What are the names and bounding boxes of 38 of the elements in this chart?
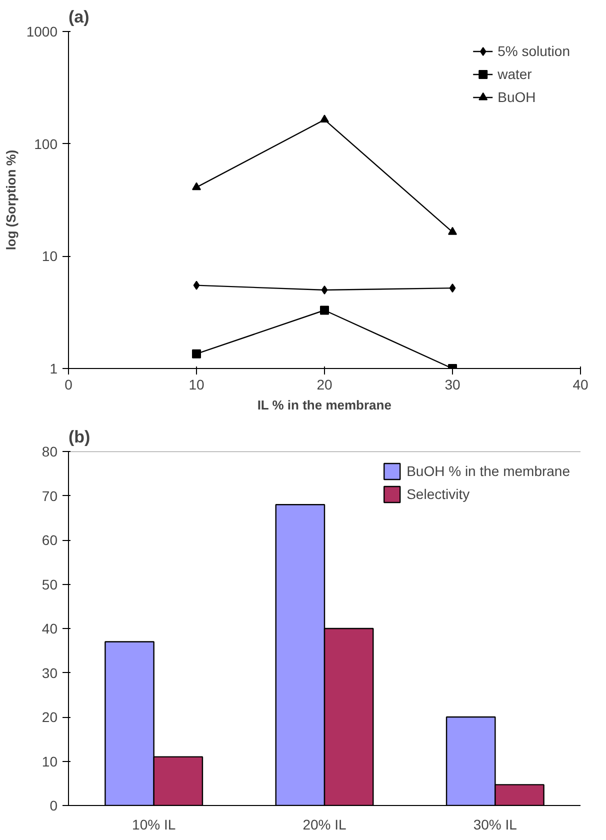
point	[320, 114, 329, 123]
y-tick-label: 40	[42, 620, 58, 636]
x-tick-label: 10% IL	[132, 816, 176, 832]
y-tick-label: 1000	[26, 24, 58, 40]
point	[193, 280, 200, 290]
legend-label: Selectivity	[406, 486, 470, 502]
y-tick-label: 10	[42, 248, 58, 264]
point	[321, 285, 328, 294]
point	[448, 226, 457, 235]
x-tick-label: 20	[316, 376, 332, 392]
x-tick-label: 30% IL	[473, 816, 518, 832]
y-tick-label: 70	[42, 488, 58, 504]
point	[320, 306, 329, 315]
y-tick-label: 1	[50, 360, 58, 376]
x-tick-label: 0	[64, 376, 73, 392]
x-axis-title: IL % in the membrane	[257, 398, 392, 412]
y-tick-label: 50	[42, 576, 58, 592]
y-tick-label: 100	[34, 136, 58, 152]
y-axis-title: log (Sorption %)	[3, 150, 18, 250]
point	[449, 284, 456, 293]
x-tick-label: 10	[188, 376, 204, 392]
y-tick-label: 30	[42, 664, 58, 681]
y-tick-label: 60	[42, 532, 58, 548]
legend-label: BuOH % in the membrane	[406, 463, 570, 479]
legend-label: BuOH	[498, 89, 536, 105]
y-tick-label: 20	[42, 709, 58, 725]
chart-title: (a)	[68, 8, 90, 26]
y-tick-label: 80	[42, 444, 58, 460]
legend-label: water	[498, 66, 532, 82]
y-tick-label: 0	[50, 798, 58, 814]
x-tick-label: 20% IL	[302, 816, 347, 832]
point	[192, 349, 201, 358]
x-tick-label: 30	[444, 376, 460, 392]
x-tick-label: 40	[572, 376, 588, 392]
chart-title: (b)	[68, 428, 90, 446]
point	[192, 182, 201, 190]
legend-label: 5% solution	[498, 43, 570, 59]
y-tick-label: 10	[42, 753, 58, 770]
